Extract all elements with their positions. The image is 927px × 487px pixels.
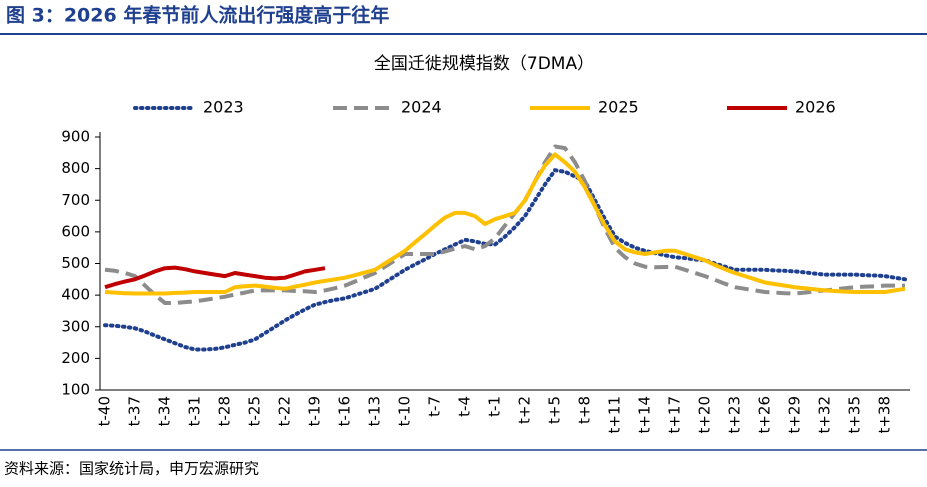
x-tick-label: t+11	[606, 396, 624, 434]
y-tick-label: 500	[61, 254, 90, 272]
x-tick-label: t-31	[186, 396, 204, 426]
x-tick-label: t+17	[666, 396, 684, 434]
x-tick-label: t-16	[336, 396, 354, 426]
line-series	[104, 144, 905, 305]
x-tick-label: t+5	[546, 396, 564, 424]
x-tick-label: t-10	[396, 396, 414, 426]
legend-label: 2023	[203, 98, 244, 117]
x-tick-label: t-22	[276, 396, 294, 426]
y-tick-label: 600	[61, 222, 90, 240]
y-tick-label: 800	[61, 159, 90, 177]
x-tick-label: t+32	[816, 396, 834, 434]
x-tick-label: t+2	[516, 396, 534, 424]
y-tick-label: 700	[61, 191, 90, 209]
x-tick-label: t-28	[216, 396, 234, 426]
x-tick-label: t-37	[126, 396, 144, 426]
x-tick-label: t-19	[306, 396, 324, 426]
x-tick-label: t-25	[246, 396, 264, 426]
x-tick-label: t+29	[786, 396, 804, 434]
legend-label: 2026	[795, 98, 836, 117]
y-tick-label: 100	[61, 381, 90, 399]
line-series	[104, 152, 906, 296]
y-tick-label: 300	[61, 317, 90, 335]
y-tick-label: 200	[61, 349, 90, 367]
x-tick-label: t-4	[456, 396, 474, 417]
x-tick-label: t+23	[726, 396, 744, 434]
x-tick-label: t+8	[576, 396, 594, 424]
source-note: 资料来源：国家统计局，申万宏源研究	[4, 460, 259, 478]
figure-title: 图 3：2026 年春节前人流出行强度高于往年	[6, 4, 389, 27]
legend-label: 2025	[598, 98, 639, 117]
x-tick-label: t-40	[96, 396, 114, 426]
y-tick-label: 900	[61, 128, 90, 146]
x-tick-label: t+38	[876, 396, 894, 434]
x-tick-label: t+35	[846, 396, 864, 434]
line-series	[103, 168, 907, 352]
x-tick-label: t-1	[486, 396, 504, 417]
x-tick-label: t-13	[366, 396, 384, 426]
y-tick-label: 400	[61, 286, 90, 304]
chart-title: 全国迁徙规模指数（7DMA）	[374, 54, 594, 74]
x-tick-label: t+26	[756, 396, 774, 434]
x-tick-label: t+14	[636, 396, 654, 434]
line-series	[104, 265, 326, 290]
x-tick-label: t+20	[696, 396, 714, 434]
legend-label: 2024	[401, 98, 442, 117]
x-tick-label: t-34	[156, 396, 174, 426]
x-tick-label: t-7	[426, 396, 444, 417]
